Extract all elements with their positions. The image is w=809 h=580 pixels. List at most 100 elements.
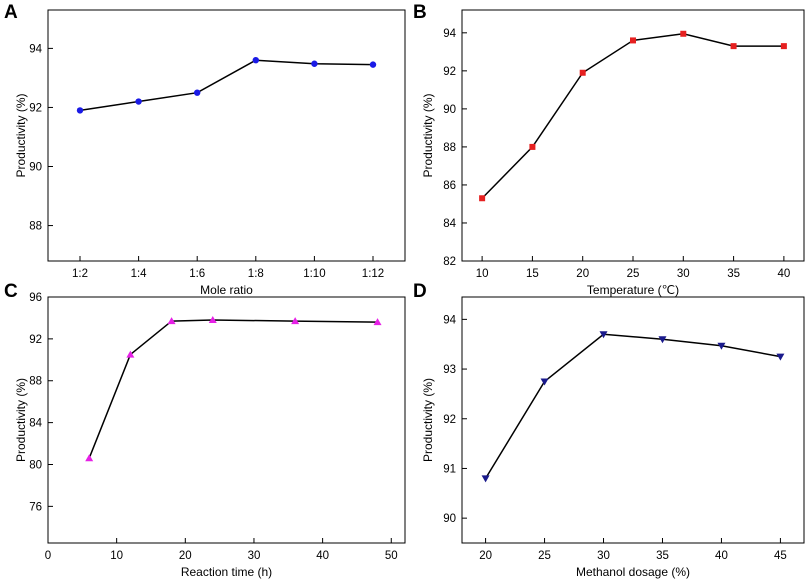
series-b xyxy=(479,30,787,202)
y-axis-label-c: Productivity (%) xyxy=(14,378,28,462)
x-axis-label-c: Reaction time (h) xyxy=(181,565,272,579)
data-point-d-0 xyxy=(481,475,490,483)
data-point-b-4 xyxy=(680,30,687,37)
data-point-a-3 xyxy=(252,57,259,64)
plot-frame-d xyxy=(461,296,805,544)
data-point-b-0 xyxy=(479,195,486,202)
x-tick-label-b-1: 15 xyxy=(526,268,539,280)
x-axis-label-d: Methanol dosage (%) xyxy=(576,565,690,579)
x-tick-label-c-3: 30 xyxy=(248,550,261,562)
x-tick-label-c-2: 20 xyxy=(179,550,192,562)
data-point-b-2 xyxy=(579,69,586,76)
data-point-b-5 xyxy=(730,43,737,50)
data-point-a-0 xyxy=(76,107,84,114)
y-tick-label-d-3: 93 xyxy=(443,364,456,376)
data-point-d-3 xyxy=(658,336,667,344)
x-tick-label-b-4: 30 xyxy=(677,268,690,280)
x-tick-label-b-6: 40 xyxy=(777,268,790,280)
x-tick-label-a-5: 1:12 xyxy=(362,268,384,280)
series-line-b xyxy=(481,33,784,199)
ticks-c: 76 80 84 88 92 96 0 10 20 30 40 50 xyxy=(29,292,397,562)
panel-a: A 88 90 92 94 1:2 1:4 1:6 1:8 1:10 1:12 Mole rati… xyxy=(4,2,406,297)
y-tick-label-d-4: 94 xyxy=(443,314,456,326)
plot-frame-c xyxy=(47,296,406,544)
data-point-c-5 xyxy=(373,318,382,326)
ticks-d: 90 91 92 93 94 20 25 30 35 40 45 xyxy=(443,314,787,562)
panel-b: B 82 84 86 88 90 92 94 10 15 20 25 30 35 40 Temperatu… xyxy=(413,2,805,297)
y-tick-label-b-5: 92 xyxy=(443,66,456,78)
x-tick-label-b-0: 10 xyxy=(476,268,489,280)
series-a xyxy=(76,57,377,114)
data-point-b-3 xyxy=(630,37,636,44)
y-tick-label-c-2: 84 xyxy=(29,418,42,430)
x-axis-label-a: Mole ratio xyxy=(200,283,253,297)
plot-frame-b xyxy=(461,9,805,262)
x-tick-label-a-0: 1:2 xyxy=(72,268,88,280)
y-axis-label-a: Productivity (%) xyxy=(14,93,28,177)
x-tick-label-d-5: 45 xyxy=(774,550,787,562)
y-tick-label-a-1: 90 xyxy=(29,162,42,174)
x-tick-label-d-2: 30 xyxy=(597,550,610,562)
ticks-b: 82 84 86 88 90 92 94 10 15 20 25 30 35 40 xyxy=(443,28,790,280)
data-point-d-4 xyxy=(717,342,726,350)
y-tick-label-c-0: 76 xyxy=(29,501,42,513)
y-tick-label-b-1: 84 xyxy=(443,218,456,230)
data-point-a-1 xyxy=(135,98,142,105)
panel-letter-a: A xyxy=(4,2,18,23)
series-line-c xyxy=(88,319,378,459)
x-tick-label-d-3: 35 xyxy=(656,550,669,562)
y-tick-label-b-0: 82 xyxy=(443,256,456,268)
y-tick-label-c-4: 92 xyxy=(29,334,42,346)
data-point-c-3 xyxy=(208,316,217,324)
panel-letter-d: D xyxy=(413,281,427,302)
x-tick-label-a-2: 1:6 xyxy=(189,268,205,280)
x-tick-label-b-5: 35 xyxy=(727,268,740,280)
data-point-a-5 xyxy=(369,61,377,68)
y-tick-label-b-6: 94 xyxy=(443,28,456,40)
x-tick-label-b-3: 25 xyxy=(627,268,640,280)
series-line-a xyxy=(79,59,374,112)
y-tick-label-d-1: 91 xyxy=(443,463,456,475)
data-point-a-4 xyxy=(311,60,318,67)
y-tick-label-c-1: 80 xyxy=(29,459,42,471)
y-tick-label-c-3: 88 xyxy=(29,376,42,388)
x-tick-label-d-4: 40 xyxy=(715,550,728,562)
x-tick-label-c-1: 10 xyxy=(110,550,123,562)
data-point-d-5 xyxy=(776,353,785,361)
data-point-a-2 xyxy=(194,89,201,96)
y-tick-label-b-4: 90 xyxy=(443,104,456,116)
x-tick-label-d-1: 25 xyxy=(538,550,551,562)
y-tick-label-d-0: 90 xyxy=(443,513,456,525)
x-tick-label-c-0: 0 xyxy=(45,550,51,562)
x-tick-label-a-4: 1:10 xyxy=(303,268,325,280)
y-axis-label-d: Productivity (%) xyxy=(421,378,435,462)
y-tick-label-a-3: 94 xyxy=(29,43,42,55)
panel-d: D 90 91 92 93 94 20 25 30 35 40 45 Methanol dosage… xyxy=(413,281,805,579)
y-tick-label-a-0: 88 xyxy=(29,221,42,233)
series-c xyxy=(85,316,382,462)
x-tick-label-d-0: 20 xyxy=(479,550,492,562)
data-point-c-1 xyxy=(126,350,135,358)
x-tick-label-c-5: 50 xyxy=(385,550,398,562)
data-point-c-2 xyxy=(167,317,176,325)
x-tick-label-a-3: 1:8 xyxy=(248,268,264,280)
y-axis-label-b: Productivity (%) xyxy=(421,93,435,177)
data-point-d-2 xyxy=(599,331,608,339)
y-tick-label-a-2: 92 xyxy=(29,102,42,114)
data-point-b-6 xyxy=(780,43,787,50)
ticks-a: 88 90 92 94 1:2 1:4 1:6 1:8 1:10 1:12 xyxy=(29,43,384,280)
y-tick-label-d-2: 92 xyxy=(443,414,456,426)
x-tick-label-a-1: 1:4 xyxy=(131,268,148,280)
x-tick-label-b-2: 20 xyxy=(576,268,589,280)
data-point-d-1 xyxy=(540,378,549,386)
y-tick-label-b-2: 86 xyxy=(443,180,456,192)
series-d xyxy=(481,331,785,483)
plot-frame-a xyxy=(47,9,406,262)
x-axis-label-b: Temperature (℃) xyxy=(587,283,679,297)
panel-letter-b: B xyxy=(413,2,427,23)
data-point-c-4 xyxy=(291,317,300,325)
data-point-b-1 xyxy=(529,143,536,150)
panel-letter-c: C xyxy=(4,281,18,302)
data-point-c-0 xyxy=(85,454,94,462)
